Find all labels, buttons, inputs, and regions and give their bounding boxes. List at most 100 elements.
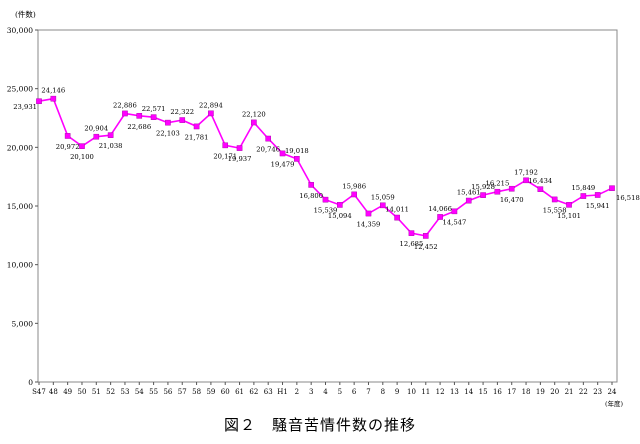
data-label: 20,972 (56, 143, 80, 151)
x-tick-label: 48 (49, 388, 58, 396)
chart-axes: 0 5,000 10,000 15,000 20,000 25,000 30,000 (件数)… (7, 9, 624, 408)
data-label: 12,685 (400, 240, 424, 248)
data-point (122, 110, 128, 117)
x-tick-label: 58 (192, 388, 201, 396)
data-point (551, 196, 558, 203)
y-tick-label: 15,000 (7, 202, 33, 211)
data-label: 20,746 (256, 146, 280, 154)
data-label: 15,059 (371, 193, 395, 201)
data-point (437, 214, 443, 220)
x-tick-label: 18 (522, 388, 531, 396)
x-tick-label: 16 (493, 388, 502, 396)
data-point (222, 142, 229, 149)
data-point (308, 182, 314, 188)
x-tick-label: 19 (536, 388, 545, 396)
data-point (365, 210, 372, 217)
x-tick-label: 59 (206, 388, 215, 396)
data-point (64, 133, 71, 139)
data-point (208, 110, 214, 117)
data-point (36, 98, 42, 105)
data-point (394, 214, 400, 221)
data-point (165, 119, 171, 126)
x-tick-label: 10 (407, 388, 416, 396)
data-point (480, 192, 486, 198)
x-tick-label: 55 (149, 388, 158, 396)
data-label: 22,886 (113, 101, 137, 109)
x-tick-label: 3 (309, 388, 313, 396)
x-tick-label: 57 (178, 388, 187, 396)
data-label: 21,038 (99, 142, 123, 150)
x-tick-label: 20 (550, 388, 559, 396)
data-point (136, 113, 143, 119)
data-label: 19,018 (285, 147, 309, 155)
x-tick-label: 60 (221, 388, 230, 396)
data-label: 22,686 (127, 123, 151, 131)
y-tick-label: 30,000 (7, 26, 33, 35)
data-label: 15,101 (557, 212, 581, 220)
x-tick-label: 22 (579, 388, 588, 396)
x-tick-label: 8 (381, 388, 385, 396)
data-label: 21,781 (185, 133, 209, 141)
data-point (566, 202, 572, 208)
data-point (537, 186, 544, 192)
y-axis-label: (件数) (15, 9, 36, 19)
data-label: 16,215 (486, 180, 510, 188)
x-tick-label: 4 (323, 388, 328, 396)
data-point (179, 117, 186, 123)
data-point (380, 202, 386, 209)
data-point (251, 119, 257, 126)
y-tick-label: 10,000 (7, 261, 33, 270)
data-point (93, 133, 100, 140)
x-tick-label: 5 (338, 388, 342, 396)
x-tick-label: 11 (421, 388, 430, 396)
data-label: 15,849 (571, 184, 595, 192)
data-label: 15,986 (342, 182, 366, 190)
data-point (107, 132, 114, 138)
data-label: 16,434 (528, 177, 552, 185)
data-point (322, 196, 329, 203)
data-label: 20,171 (213, 152, 237, 160)
data-point (523, 177, 529, 184)
x-tick-label: 21 (565, 388, 574, 396)
data-label: 20,904 (84, 125, 108, 133)
x-tick-label: S47 (32, 388, 46, 396)
data-label: 22,322 (170, 108, 194, 116)
data-point (337, 202, 343, 208)
data-label: 15,928 (471, 183, 495, 191)
x-tick-label: 49 (63, 388, 72, 396)
data-label: 24,146 (41, 87, 65, 95)
data-label: 14,066 (428, 205, 452, 213)
x-tick-label: 53 (120, 388, 129, 396)
data-point (494, 188, 501, 195)
data-label: 19,479 (271, 160, 295, 168)
x-tick-label: 56 (163, 388, 172, 396)
data-point (79, 143, 85, 149)
data-point (265, 135, 272, 142)
data-point (279, 150, 286, 157)
data-point (422, 233, 429, 239)
data-label: 15,558 (543, 206, 567, 214)
data-label: 22,894 (199, 101, 223, 109)
x-axis-label: (年度) (605, 399, 624, 408)
x-tick-label: 7 (366, 388, 370, 396)
series-line (36, 95, 615, 239)
data-point (294, 156, 300, 162)
data-label: 16,470 (500, 196, 524, 204)
data-label: 17,192 (514, 168, 538, 176)
data-label: 23,931 (13, 103, 37, 111)
x-tick-label: 2 (295, 388, 299, 396)
x-tick-label: 17 (507, 388, 516, 396)
x-tick-label: H1 (277, 388, 288, 396)
data-label: 16,518 (616, 194, 640, 202)
figure-caption: 図２ 騒音苦情件数の推移 (223, 416, 416, 434)
x-tick-label: 12 (436, 388, 445, 396)
data-point (609, 185, 615, 191)
line-chart: 0 5,000 10,000 15,000 20,000 25,000 30,000 (件数)… (7, 9, 640, 408)
x-tick-label: 13 (450, 388, 459, 396)
x-tick-label: 50 (78, 388, 87, 396)
x-tick-label: 51 (92, 388, 101, 396)
x-tick-label: 23 (593, 388, 602, 396)
data-label: 14,011 (385, 206, 409, 214)
data-label: 22,103 (156, 130, 180, 138)
y-tick-label: 0 (28, 378, 33, 387)
